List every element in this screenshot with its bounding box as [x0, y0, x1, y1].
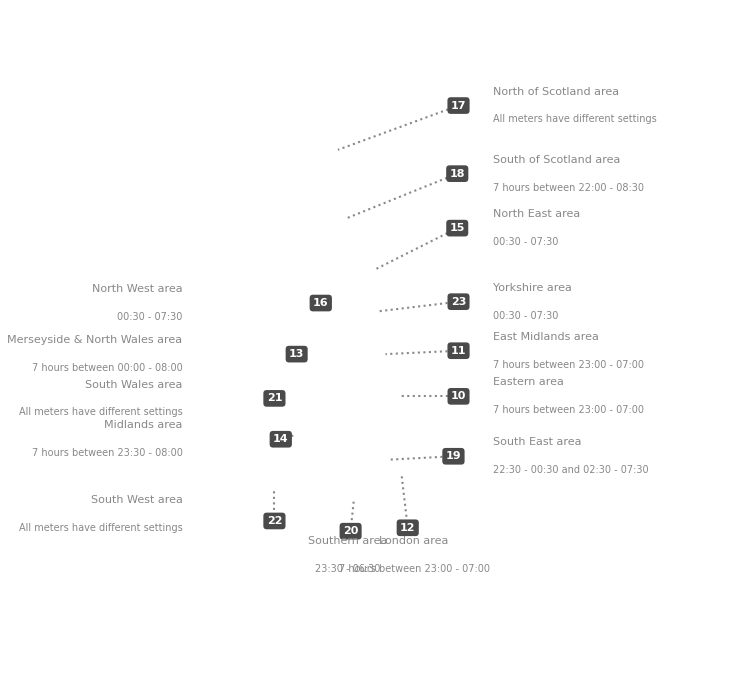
Text: South Wales area: South Wales area — [85, 379, 182, 390]
Text: 7 hours between 22:00 - 08:30: 7 hours between 22:00 - 08:30 — [494, 183, 645, 193]
Text: 00:30 - 07:30: 00:30 - 07:30 — [494, 311, 559, 321]
Text: Eastern area: Eastern area — [494, 377, 565, 387]
Text: 7 hours between 23:00 - 07:00: 7 hours between 23:00 - 07:00 — [494, 360, 645, 370]
Text: 23: 23 — [451, 297, 466, 306]
Text: All meters have different settings: All meters have different settings — [494, 114, 657, 125]
Text: South East area: South East area — [494, 437, 582, 447]
Text: Midlands area: Midlands area — [104, 420, 182, 430]
Text: 21: 21 — [267, 394, 282, 403]
Text: 12: 12 — [400, 523, 416, 533]
Text: 15: 15 — [450, 223, 465, 233]
Text: 16: 16 — [313, 298, 328, 308]
Text: South West area: South West area — [90, 495, 182, 505]
Text: 11: 11 — [451, 346, 466, 355]
Text: Merseyside & North Wales area: Merseyside & North Wales area — [7, 335, 182, 345]
Text: 7 hours between 23:30 - 08:00: 7 hours between 23:30 - 08:00 — [32, 448, 182, 458]
Text: 14: 14 — [273, 434, 288, 444]
Text: 10: 10 — [451, 392, 466, 401]
Text: 17: 17 — [451, 101, 466, 110]
Text: Southern area: Southern area — [308, 536, 387, 546]
Text: Yorkshire area: Yorkshire area — [494, 283, 572, 293]
Text: 18: 18 — [450, 169, 465, 178]
Text: 00:30 - 07:30: 00:30 - 07:30 — [494, 237, 559, 247]
Text: London area: London area — [379, 536, 449, 546]
Text: 22:30 - 00:30 and 02:30 - 07:30: 22:30 - 00:30 and 02:30 - 07:30 — [494, 465, 649, 475]
Text: 19: 19 — [445, 452, 461, 461]
Text: 7 hours between 23:00 - 07:00: 7 hours between 23:00 - 07:00 — [494, 405, 645, 415]
Text: East Midlands area: East Midlands area — [494, 332, 599, 342]
Text: 00:30 - 07:30: 00:30 - 07:30 — [117, 312, 182, 322]
Text: North West area: North West area — [92, 284, 182, 294]
Text: North East area: North East area — [494, 209, 581, 219]
Text: 20: 20 — [343, 526, 359, 536]
Text: North of Scotland area: North of Scotland area — [494, 86, 619, 97]
Text: 22: 22 — [267, 516, 282, 526]
Text: All meters have different settings: All meters have different settings — [19, 523, 182, 533]
Text: 13: 13 — [289, 349, 305, 359]
Text: All meters have different settings: All meters have different settings — [19, 407, 182, 417]
Text: 7 hours between 23:00 - 07:00: 7 hours between 23:00 - 07:00 — [339, 564, 490, 574]
Text: South of Scotland area: South of Scotland area — [494, 155, 621, 165]
Text: 7 hours between 00:00 - 08:00: 7 hours between 00:00 - 08:00 — [32, 363, 182, 373]
Text: 23:30 - 06:30: 23:30 - 06:30 — [315, 564, 380, 574]
